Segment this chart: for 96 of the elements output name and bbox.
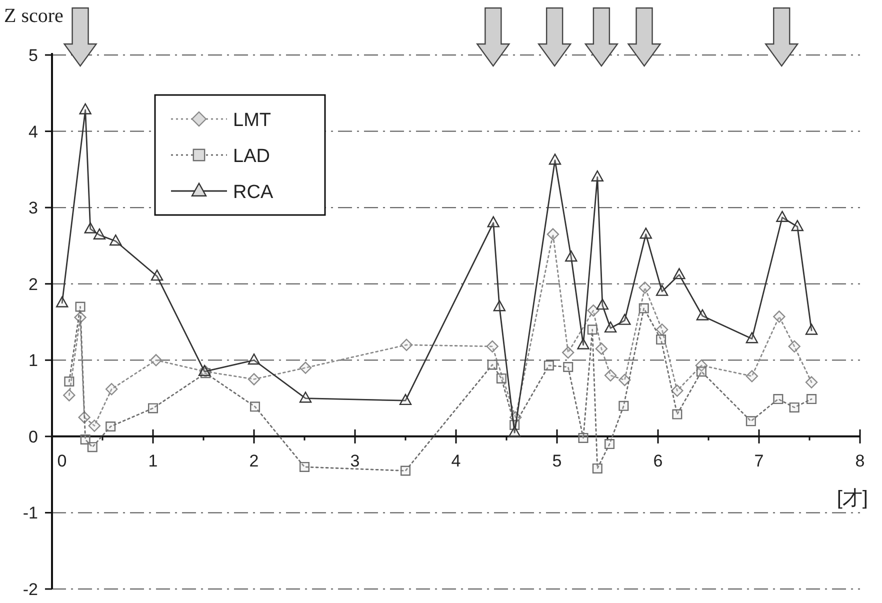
point — [672, 409, 682, 420]
x-tick-label: 0 — [57, 451, 67, 470]
point — [746, 332, 758, 344]
point — [399, 394, 412, 406]
point — [806, 394, 817, 404]
point — [656, 324, 668, 336]
point — [56, 296, 68, 308]
point — [493, 300, 506, 312]
point — [486, 340, 498, 353]
x-tick-label: 3 — [350, 451, 360, 470]
x-tick-label: 5 — [552, 451, 562, 470]
y-tick-label: 0 — [28, 427, 38, 446]
point — [604, 439, 615, 450]
point — [150, 270, 164, 281]
point — [300, 462, 310, 472]
point — [565, 250, 578, 262]
point — [487, 360, 498, 370]
point — [656, 334, 666, 345]
point — [604, 321, 617, 333]
point — [150, 354, 162, 366]
point — [656, 284, 668, 296]
point — [596, 298, 609, 310]
point — [791, 220, 804, 232]
point — [248, 373, 260, 386]
point — [250, 402, 260, 412]
x-tick-label: 7 — [754, 451, 764, 470]
point — [638, 303, 649, 314]
point — [88, 420, 101, 432]
point — [546, 228, 560, 240]
point — [64, 376, 74, 387]
point — [587, 324, 598, 335]
point — [604, 369, 617, 382]
point — [84, 222, 96, 234]
point — [805, 324, 818, 335]
point — [696, 366, 706, 377]
y-tick-label: 1 — [28, 351, 38, 370]
point — [788, 340, 800, 353]
point — [87, 442, 98, 452]
point — [487, 216, 500, 228]
point — [591, 170, 604, 182]
point — [673, 268, 686, 280]
point — [638, 282, 651, 294]
point — [105, 383, 118, 396]
y-tick-label: 4 — [28, 122, 38, 142]
x-tick-label: 2 — [249, 451, 259, 470]
point — [548, 154, 562, 165]
x-axis-title: [才] — [836, 487, 868, 510]
point — [110, 234, 122, 246]
point — [80, 434, 90, 444]
point — [773, 310, 786, 323]
y-tick-label: -1 — [22, 504, 38, 523]
legend-label: LAD — [233, 146, 270, 167]
y-axis-title: Z score — [4, 5, 64, 27]
point — [696, 309, 709, 320]
point — [746, 370, 758, 382]
point — [400, 338, 413, 351]
point — [563, 362, 574, 372]
point — [299, 392, 312, 403]
point — [640, 228, 652, 239]
point — [577, 338, 590, 350]
point — [496, 373, 506, 384]
point — [746, 416, 756, 426]
y-tick-label: -2 — [22, 580, 38, 599]
point — [776, 210, 788, 222]
point — [618, 400, 629, 411]
point — [400, 466, 410, 476]
point — [592, 463, 602, 474]
legend-label: LMT — [233, 110, 272, 131]
point — [148, 403, 158, 414]
point — [106, 422, 116, 432]
x-tick-label: 6 — [653, 451, 663, 470]
point — [618, 314, 631, 325]
point — [544, 360, 554, 370]
point — [789, 402, 800, 412]
point — [805, 376, 818, 388]
y-tick-label: 2 — [28, 274, 38, 294]
point — [618, 374, 631, 386]
x-tick-label: 4 — [451, 451, 461, 470]
x-tick-label: 8 — [855, 451, 865, 470]
point — [299, 362, 312, 374]
x-tick-label: 1 — [148, 451, 158, 470]
point — [75, 302, 86, 312]
y-tick-label: 5 — [28, 46, 38, 65]
point — [508, 426, 521, 438]
point — [671, 384, 684, 397]
point — [773, 394, 784, 404]
point — [587, 304, 600, 317]
point — [79, 103, 92, 114]
point — [93, 228, 106, 240]
point — [595, 342, 608, 355]
y-tick-label: 3 — [28, 198, 38, 218]
point — [562, 346, 574, 359]
legend-label: RCA — [233, 182, 274, 203]
point — [248, 353, 260, 365]
point — [63, 389, 76, 402]
point — [578, 432, 588, 443]
